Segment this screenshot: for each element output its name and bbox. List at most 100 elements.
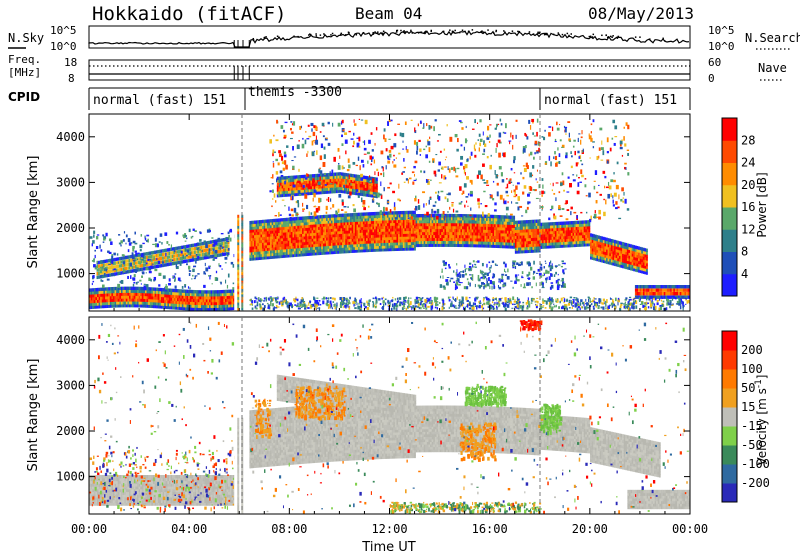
power-pixel [330,233,333,238]
power-pixel [312,182,314,187]
power-pixel [524,246,527,251]
power-pixel [229,292,232,296]
power-pixel [311,226,314,231]
power-pixel [585,243,588,247]
power-pixel [430,216,432,221]
power-pixel [457,219,460,224]
power-pixel [316,182,319,186]
power-pixel [330,217,333,221]
power-pixel [356,249,359,253]
power-pixel [378,217,381,221]
power-pixel [454,237,456,242]
power-pixel [216,253,219,258]
power-pixel [474,214,477,218]
power-pixel [305,247,308,251]
power-pixel [156,304,158,309]
power-pixel [211,254,214,259]
power-pixel [510,239,512,243]
power-pixel [319,226,322,230]
power-pixel [290,253,293,258]
power-pixel [92,296,94,301]
power-pixel [284,243,287,247]
power-pixel [530,297,534,302]
power-pixel [526,228,528,233]
power-pixel [463,228,466,233]
power-pixel [398,219,400,223]
power-pixel [287,234,290,238]
power-pixel [636,265,639,270]
power-pixel [462,234,464,239]
power-pixel [426,231,429,236]
power-pixel [367,231,370,236]
power-pixel [390,242,392,246]
power-pixel [105,296,107,300]
power-pixel [350,185,353,189]
power-pixel [211,247,214,251]
power-pixel [322,228,325,233]
power-pixel [229,301,232,305]
power-pixel [174,246,177,251]
power-pixel [502,221,504,225]
power-pixel [519,250,522,254]
power-pixel [582,223,584,227]
power-pixel [450,219,453,224]
power-pixel [642,261,645,266]
power-pixel [425,231,428,236]
power-pixel [217,307,219,311]
power-pixel [590,244,592,249]
power-pixel [426,228,429,233]
power-pixel [364,248,367,253]
power-pixel [574,232,576,236]
power-pixel [430,303,433,307]
power-pixel [104,270,107,274]
power-pixel [326,223,328,227]
power-pixel [676,295,679,299]
power-pixel [631,250,634,254]
power-pixel [297,253,300,257]
power-pixel [494,235,496,240]
power-pixel [474,238,477,242]
power-pixel [638,288,640,292]
power-pixel [278,218,280,222]
power-pixel [181,300,184,305]
power-pixel [450,237,453,242]
power-pixel [527,240,530,245]
power-pixel [343,227,346,231]
power-pixel [502,224,504,228]
power-pixel [478,223,480,227]
power-pixel [145,301,147,305]
power-pixel [599,258,602,263]
power-pixel [598,238,600,242]
power-pixel [369,223,372,227]
power-pixel [346,244,349,248]
power-pixel [361,226,364,230]
power-pixel [372,188,375,192]
power-pixel [322,251,325,255]
power-pixel [594,301,597,304]
power-pixel [607,258,610,262]
power-pixel [583,240,586,244]
power-pixel [391,214,394,218]
power-pixel [292,220,295,224]
power-pixel [494,220,496,225]
power-pixel [292,234,295,238]
power-pixel [358,218,360,222]
power-pixel [282,254,285,258]
power-pixel [505,215,508,219]
power-pixel [250,248,253,253]
power-pixel [482,214,485,218]
power-pixel [221,307,224,311]
power-pixel [383,248,386,252]
power-pixel [398,236,400,240]
power-pixel [548,233,551,238]
power-pixel [444,222,447,227]
power-pixel [337,241,340,246]
power-pixel [590,233,592,237]
freq-tick-bottom: 8 [68,72,75,85]
power-pixel [183,306,186,311]
power-pixel [409,241,412,246]
power-pixel [481,244,484,248]
power-pixel [297,222,300,226]
power-pixel [200,256,203,261]
power-pixel [399,236,402,240]
